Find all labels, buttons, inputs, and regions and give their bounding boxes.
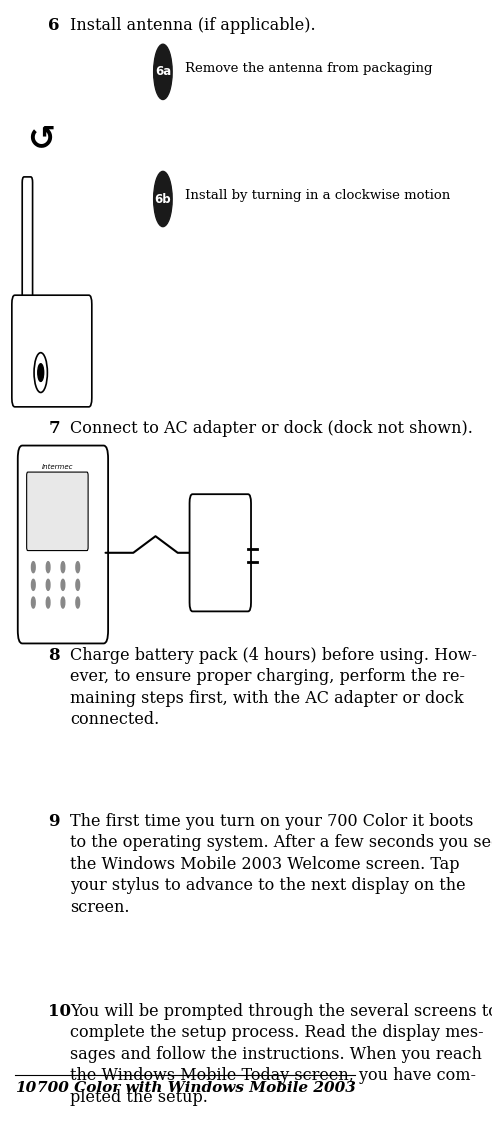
- Circle shape: [61, 562, 65, 573]
- Text: Remove the antenna from packaging: Remove the antenna from packaging: [185, 62, 432, 76]
- Text: 6a: 6a: [155, 65, 171, 78]
- Circle shape: [61, 580, 65, 590]
- Text: 8: 8: [48, 646, 60, 663]
- Circle shape: [46, 562, 50, 573]
- Circle shape: [76, 597, 80, 608]
- Text: Install by turning in a clockwise motion: Install by turning in a clockwise motion: [185, 190, 450, 202]
- Text: 7: 7: [48, 420, 60, 438]
- Text: Charge battery pack (4 hours) before using. How-
ever, to ensure proper charging: Charge battery pack (4 hours) before usi…: [70, 646, 477, 729]
- Text: The first time you turn on your 700 Color it boots
to the operating system. Afte: The first time you turn on your 700 Colo…: [70, 812, 492, 916]
- Circle shape: [154, 44, 172, 99]
- Circle shape: [31, 597, 35, 608]
- Text: Connect to AC adapter or dock (dock not shown).: Connect to AC adapter or dock (dock not …: [70, 420, 473, 438]
- Circle shape: [76, 562, 80, 573]
- Text: ↺: ↺: [27, 122, 55, 155]
- Text: Install antenna (if applicable).: Install antenna (if applicable).: [70, 17, 316, 34]
- Text: 9: 9: [48, 812, 60, 829]
- Circle shape: [46, 580, 50, 590]
- Text: Intermec: Intermec: [42, 464, 73, 469]
- FancyBboxPatch shape: [12, 296, 92, 407]
- Circle shape: [34, 353, 47, 393]
- FancyBboxPatch shape: [22, 177, 32, 320]
- Text: 6: 6: [48, 17, 60, 34]
- Text: 700 Color with Windows Mobile 2003: 700 Color with Windows Mobile 2003: [36, 1082, 355, 1095]
- FancyBboxPatch shape: [189, 494, 251, 611]
- Text: You will be prompted through the several screens to
complete the setup process. : You will be prompted through the several…: [70, 1003, 492, 1105]
- Circle shape: [38, 363, 44, 381]
- FancyBboxPatch shape: [27, 473, 88, 550]
- Circle shape: [31, 580, 35, 590]
- Circle shape: [46, 597, 50, 608]
- Circle shape: [154, 171, 172, 227]
- Text: 6b: 6b: [154, 193, 171, 205]
- Circle shape: [76, 580, 80, 590]
- Circle shape: [31, 562, 35, 573]
- Text: 10: 10: [48, 1003, 71, 1020]
- Text: 10: 10: [15, 1082, 36, 1095]
- FancyBboxPatch shape: [18, 446, 108, 643]
- Circle shape: [61, 597, 65, 608]
